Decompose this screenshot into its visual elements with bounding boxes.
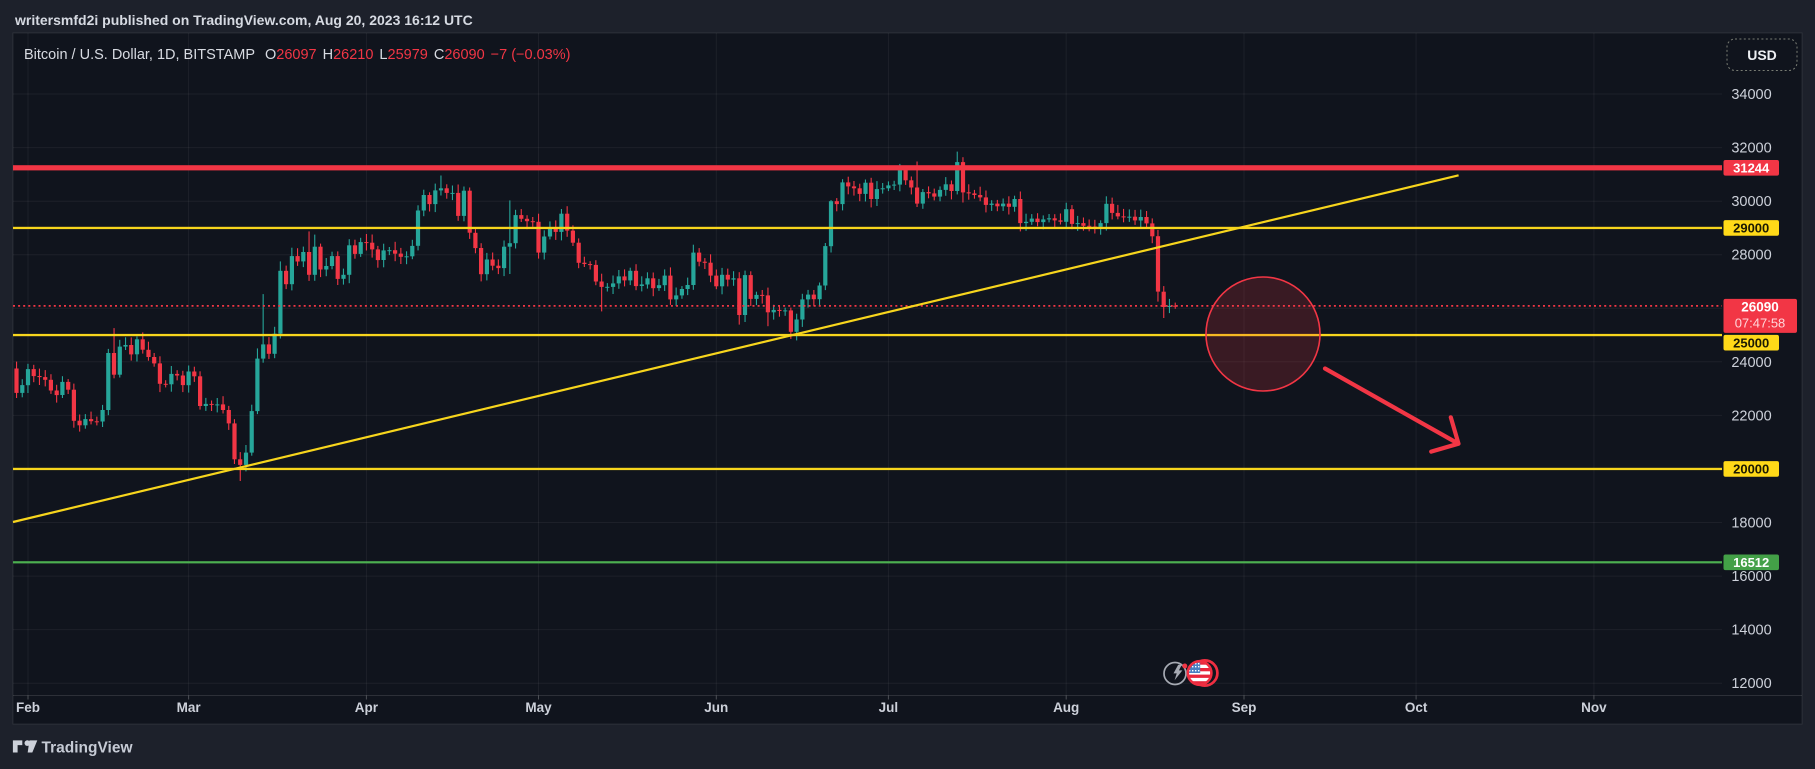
svg-text:31244: 31244 bbox=[1733, 161, 1770, 176]
svg-text:Jul: Jul bbox=[879, 700, 899, 715]
svg-text:USD: USD bbox=[1747, 47, 1777, 63]
svg-text:12000: 12000 bbox=[1731, 676, 1771, 692]
svg-text:24000: 24000 bbox=[1731, 355, 1771, 371]
svg-text:14000: 14000 bbox=[1731, 623, 1771, 639]
svg-text:34000: 34000 bbox=[1731, 87, 1771, 103]
svg-text:Apr: Apr bbox=[355, 700, 379, 715]
svg-text:Sep: Sep bbox=[1232, 700, 1257, 715]
svg-text:Jun: Jun bbox=[704, 700, 728, 715]
svg-text:26090: 26090 bbox=[1741, 300, 1779, 315]
svg-text:Nov: Nov bbox=[1581, 700, 1607, 715]
svg-text:32000: 32000 bbox=[1731, 141, 1771, 157]
svg-text:29000: 29000 bbox=[1733, 221, 1769, 236]
svg-text:Aug: Aug bbox=[1053, 700, 1079, 715]
svg-text:Feb: Feb bbox=[16, 700, 40, 715]
svg-text:TradingView: TradingView bbox=[42, 740, 134, 757]
svg-text:22000: 22000 bbox=[1731, 408, 1771, 424]
svg-text:07:47:58: 07:47:58 bbox=[1735, 316, 1786, 331]
svg-text:25000: 25000 bbox=[1733, 336, 1769, 351]
svg-text:18000: 18000 bbox=[1731, 516, 1771, 532]
svg-text:30000: 30000 bbox=[1731, 194, 1771, 210]
svg-text:Mar: Mar bbox=[177, 700, 202, 715]
svg-text:writersmfd2i published on Trad: writersmfd2i published on TradingView.co… bbox=[14, 12, 473, 28]
svg-text:16000: 16000 bbox=[1731, 569, 1771, 585]
svg-text:Oct: Oct bbox=[1405, 700, 1428, 715]
svg-text:16512: 16512 bbox=[1733, 555, 1769, 570]
svg-text:Bitcoin / U.S. Dollar, 1D, BIT: Bitcoin / U.S. Dollar, 1D, BITSTAMP O2609… bbox=[24, 47, 570, 63]
svg-text:28000: 28000 bbox=[1731, 248, 1771, 264]
svg-text:20000: 20000 bbox=[1733, 462, 1769, 477]
svg-text:May: May bbox=[525, 700, 552, 715]
